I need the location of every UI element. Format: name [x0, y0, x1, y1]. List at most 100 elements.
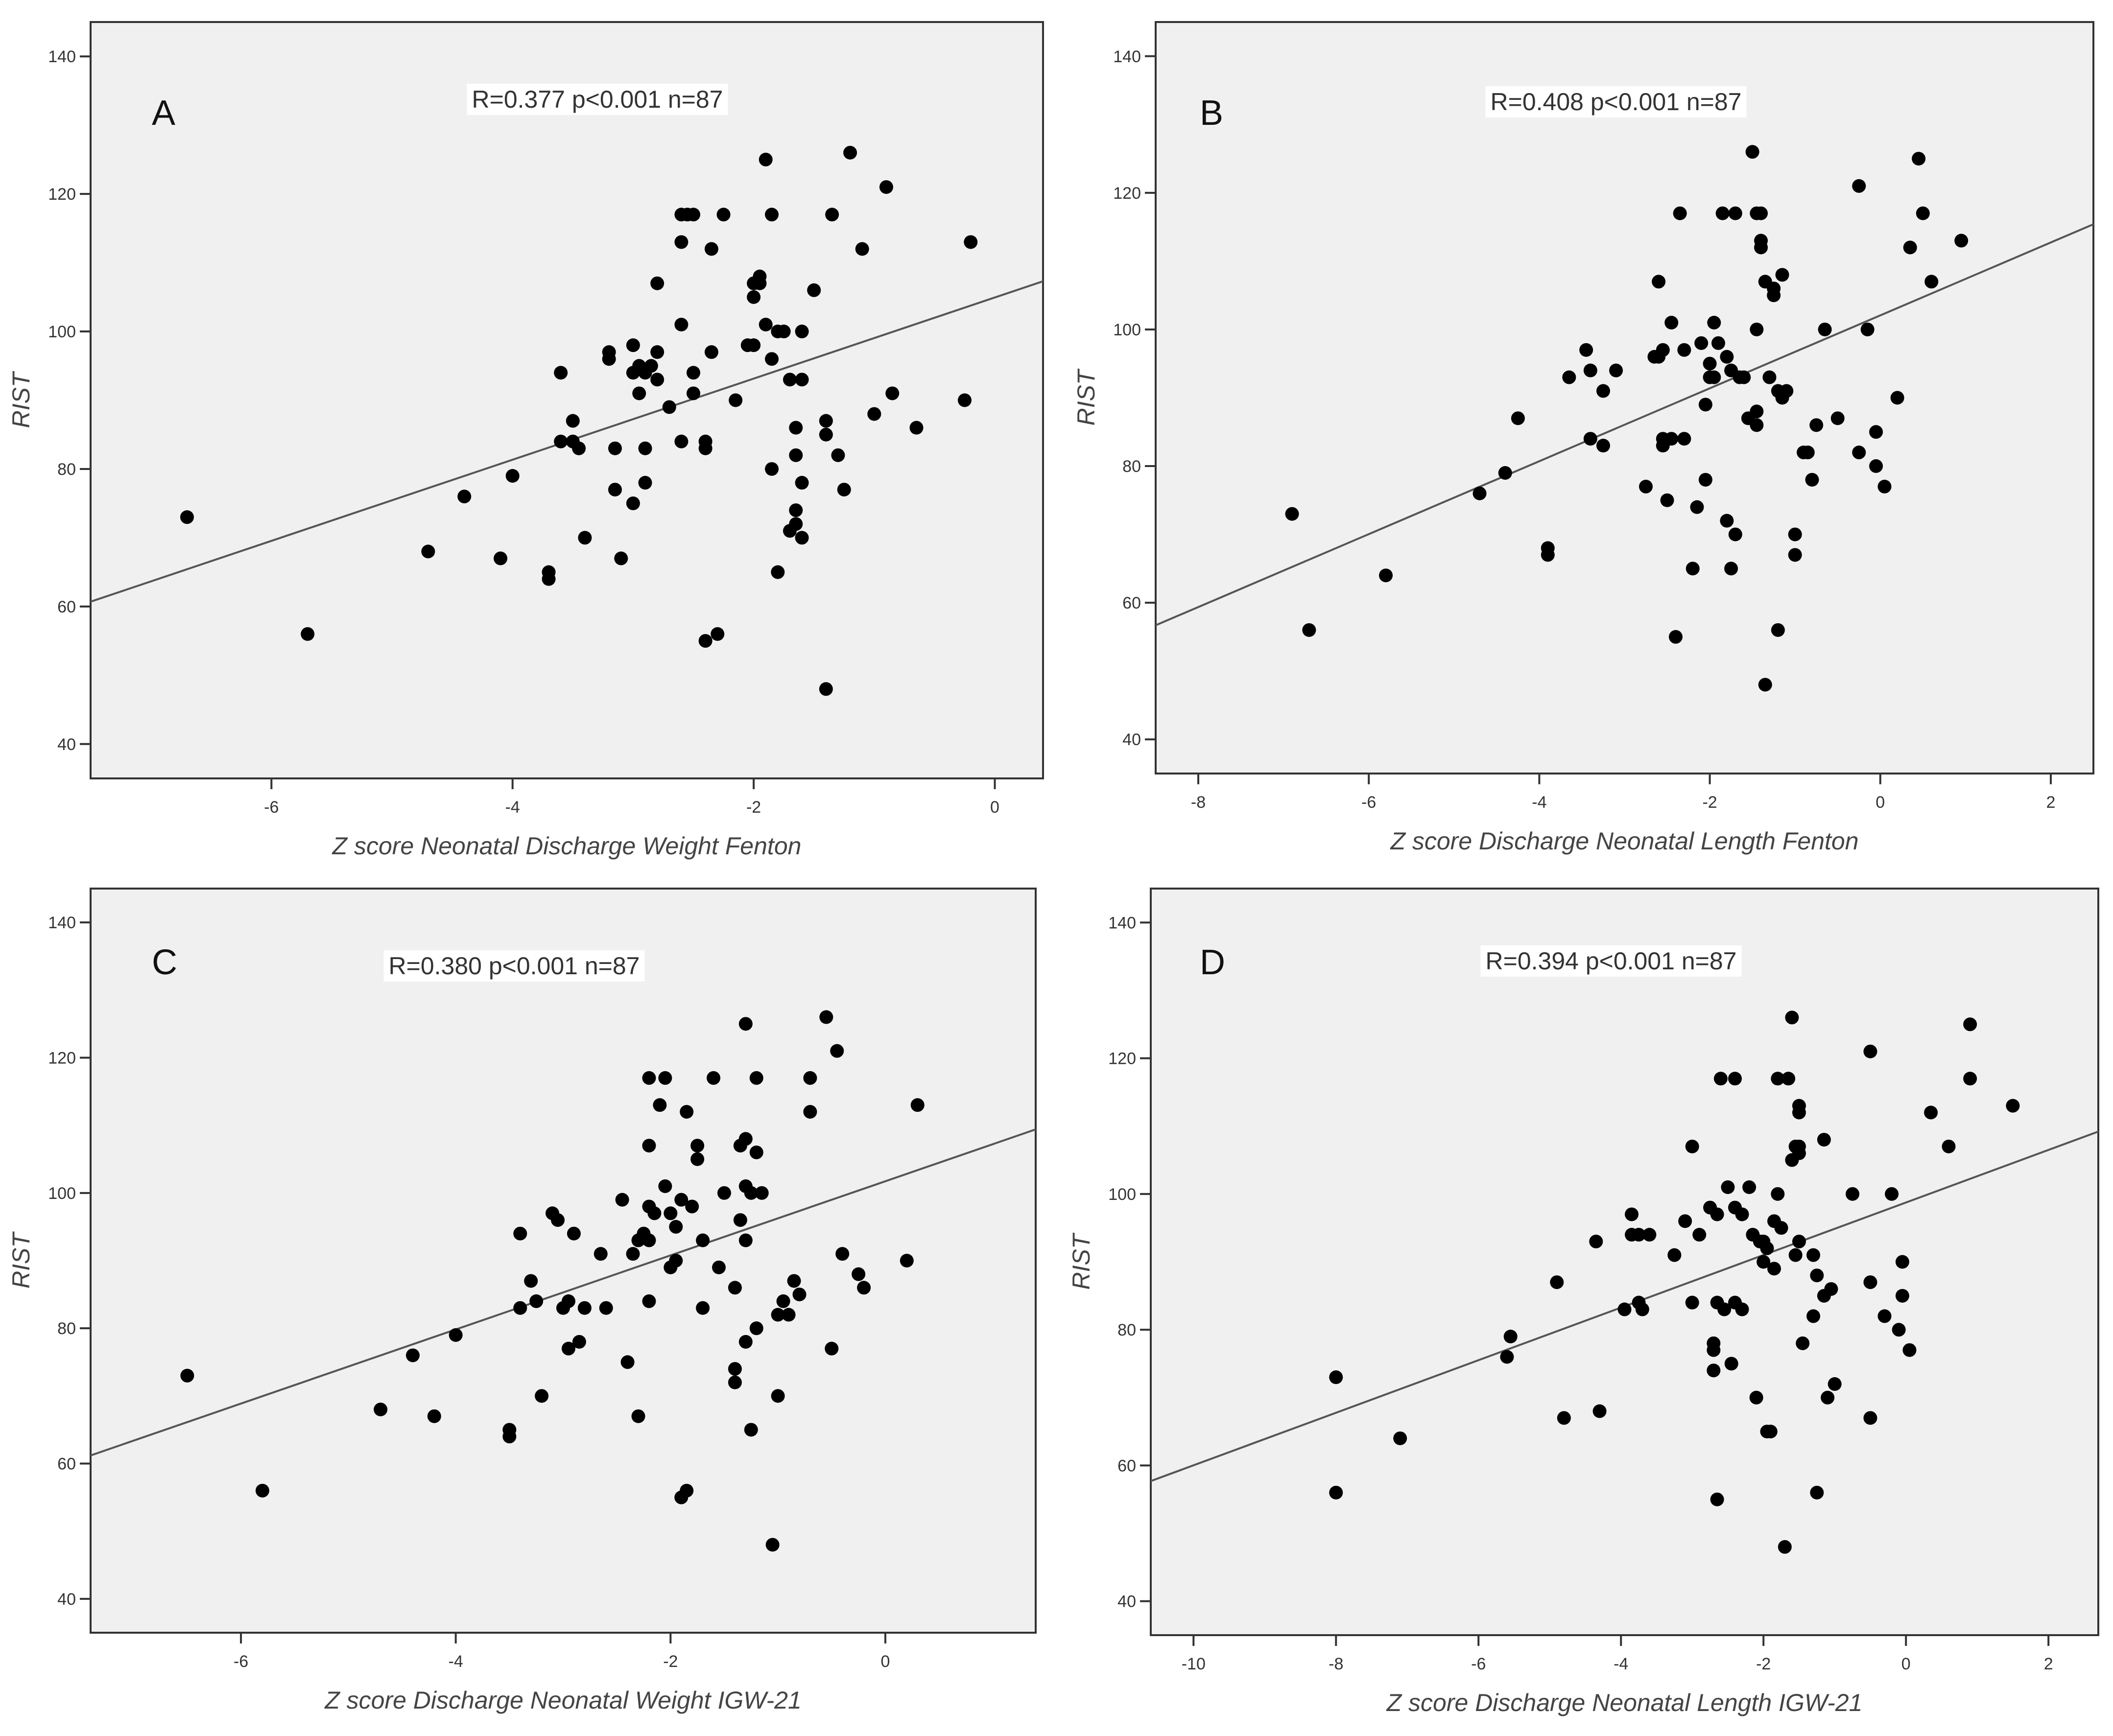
y-tick-label: 120: [1108, 1050, 1136, 1068]
data-point: [1707, 316, 1721, 329]
data-point: [795, 531, 809, 545]
data-point: [680, 1105, 694, 1119]
data-point: [765, 208, 779, 222]
data-point: [909, 421, 924, 435]
data-point: [749, 1145, 763, 1159]
data-point: [1329, 1485, 1343, 1500]
stat-label-background: [383, 950, 645, 982]
data-point: [594, 1247, 608, 1261]
data-point: [789, 503, 803, 517]
data-point: [1830, 411, 1845, 425]
data-point: [405, 1348, 420, 1362]
data-point: [1805, 472, 1819, 487]
data-point: [1810, 1485, 1824, 1500]
data-point: [738, 1335, 753, 1349]
data-point: [740, 338, 755, 352]
data-point: [1788, 527, 1802, 541]
data-point: [696, 1301, 710, 1315]
data-point: [644, 359, 658, 373]
stat-label-background: [467, 84, 728, 115]
y-axis-label: RIST: [1072, 368, 1100, 425]
data-point: [427, 1409, 441, 1423]
data-point: [831, 448, 845, 462]
data-point: [1735, 1207, 1749, 1221]
data-point: [755, 1186, 769, 1200]
data-point: [551, 1213, 565, 1227]
data-point: [1596, 439, 1610, 453]
data-point: [1863, 1411, 1877, 1425]
data-point: [1954, 234, 1969, 248]
data-point: [631, 1409, 645, 1423]
x-tick-label: -2: [1756, 1655, 1771, 1673]
data-point: [1792, 1099, 1806, 1113]
data-point: [1754, 240, 1768, 255]
data-point: [1690, 500, 1704, 514]
data-point: [803, 1105, 817, 1119]
data-point: [690, 1152, 705, 1166]
data-point: [1767, 282, 1781, 296]
x-tick-label: -2: [1702, 793, 1717, 812]
data-point: [1963, 1072, 1977, 1086]
data-point: [957, 393, 972, 407]
panel-letter: A: [152, 94, 175, 133]
data-point: [1758, 678, 1772, 692]
data-point: [599, 1301, 613, 1315]
data-point: [626, 496, 640, 511]
data-point: [696, 1233, 710, 1247]
x-tick-label: -4: [1532, 793, 1546, 812]
data-point: [301, 627, 315, 641]
x-tick-label: -4: [1614, 1655, 1628, 1673]
data-point: [669, 1254, 683, 1267]
panel-letter: B: [1200, 94, 1223, 133]
data-point: [1721, 1180, 1735, 1194]
data-point: [1895, 1255, 1909, 1269]
data-point: [1741, 411, 1755, 425]
data-point: [653, 1098, 667, 1112]
data-point: [738, 1017, 753, 1031]
data-point: [744, 1186, 758, 1200]
data-point: [642, 1139, 656, 1153]
data-point: [1735, 1302, 1749, 1316]
data-point: [1728, 527, 1742, 541]
stat-label: R=0.377 p<0.001 n=87: [472, 86, 723, 113]
data-point: [1924, 1105, 1938, 1120]
data-point: [1912, 152, 1926, 166]
data-point: [687, 208, 701, 222]
data-point: [614, 551, 628, 565]
data-point: [1642, 1228, 1657, 1242]
plot-area: [1150, 888, 2099, 1636]
data-point: [505, 469, 520, 483]
data-point: [787, 1274, 801, 1288]
data-point: [1771, 1187, 1785, 1201]
y-tick-label: 120: [48, 1049, 76, 1067]
data-point: [674, 1193, 689, 1207]
data-point: [789, 448, 803, 462]
x-tick-label: -8: [1329, 1655, 1343, 1673]
data-point: [1728, 1072, 1742, 1086]
data-point: [687, 386, 701, 400]
data-point: [1869, 459, 1883, 473]
data-point: [704, 345, 718, 359]
data-point: [638, 476, 652, 490]
y-axis-label: RIST: [7, 371, 35, 428]
data-point: [567, 1226, 581, 1241]
data-point: [835, 1247, 850, 1261]
data-point: [524, 1274, 538, 1288]
x-axis-label: Z score Discharge Neonatal Length IGW-21: [1386, 1689, 1863, 1716]
data-point: [1863, 1044, 1877, 1058]
data-point: [1821, 1390, 1835, 1405]
data-point: [650, 276, 665, 290]
data-point: [698, 441, 712, 455]
data-point: [1673, 206, 1687, 220]
data-point: [1596, 384, 1610, 398]
data-point: [1778, 1540, 1792, 1554]
data-point: [449, 1328, 463, 1342]
data-point: [642, 1294, 656, 1308]
y-tick-label: 80: [1122, 457, 1141, 476]
data-point: [1562, 370, 1576, 384]
data-point: [1757, 1255, 1771, 1269]
data-point: [1774, 1221, 1788, 1235]
data-point: [1792, 1234, 1806, 1248]
data-point: [717, 1186, 731, 1200]
data-point: [502, 1423, 517, 1437]
